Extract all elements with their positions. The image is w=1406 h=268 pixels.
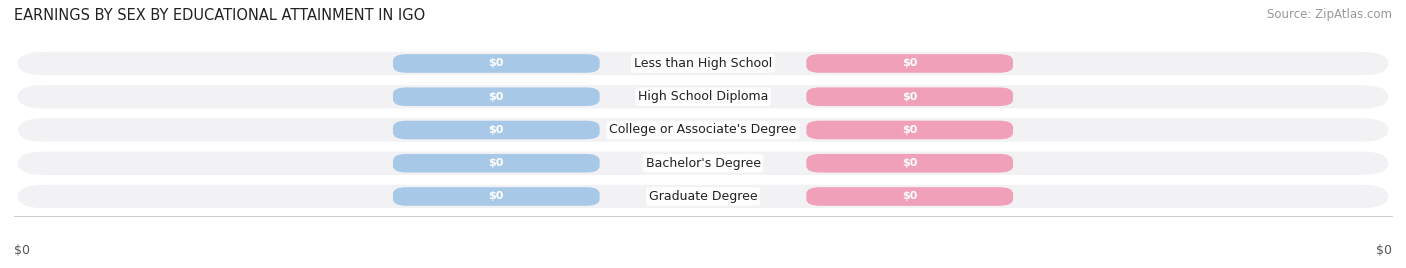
Text: $0: $0	[489, 191, 503, 202]
Text: Graduate Degree: Graduate Degree	[648, 190, 758, 203]
FancyBboxPatch shape	[807, 54, 1012, 73]
Text: $0: $0	[903, 125, 917, 135]
Text: Bachelor's Degree: Bachelor's Degree	[645, 157, 761, 170]
Text: $0: $0	[489, 158, 503, 168]
Text: College or Associate's Degree: College or Associate's Degree	[609, 124, 797, 136]
Text: $0: $0	[489, 58, 503, 69]
FancyBboxPatch shape	[392, 121, 599, 139]
FancyBboxPatch shape	[17, 85, 1389, 108]
Text: $0: $0	[489, 92, 503, 102]
Text: $0: $0	[1376, 244, 1392, 257]
FancyBboxPatch shape	[17, 152, 1389, 175]
FancyBboxPatch shape	[17, 118, 1389, 142]
FancyBboxPatch shape	[807, 121, 1012, 139]
FancyBboxPatch shape	[807, 187, 1012, 206]
Text: $0: $0	[903, 158, 917, 168]
FancyBboxPatch shape	[392, 154, 599, 173]
FancyBboxPatch shape	[392, 187, 599, 206]
Text: Less than High School: Less than High School	[634, 57, 772, 70]
FancyBboxPatch shape	[392, 54, 599, 73]
Text: EARNINGS BY SEX BY EDUCATIONAL ATTAINMENT IN IGO: EARNINGS BY SEX BY EDUCATIONAL ATTAINMEN…	[14, 8, 425, 23]
FancyBboxPatch shape	[17, 185, 1389, 208]
Text: $0: $0	[903, 191, 917, 202]
Text: $0: $0	[903, 92, 917, 102]
FancyBboxPatch shape	[17, 52, 1389, 75]
Text: High School Diploma: High School Diploma	[638, 90, 768, 103]
Text: $0: $0	[14, 244, 30, 257]
FancyBboxPatch shape	[392, 87, 599, 106]
FancyBboxPatch shape	[807, 87, 1012, 106]
Text: $0: $0	[489, 125, 503, 135]
Text: Source: ZipAtlas.com: Source: ZipAtlas.com	[1267, 8, 1392, 21]
Text: $0: $0	[903, 58, 917, 69]
FancyBboxPatch shape	[807, 154, 1012, 173]
